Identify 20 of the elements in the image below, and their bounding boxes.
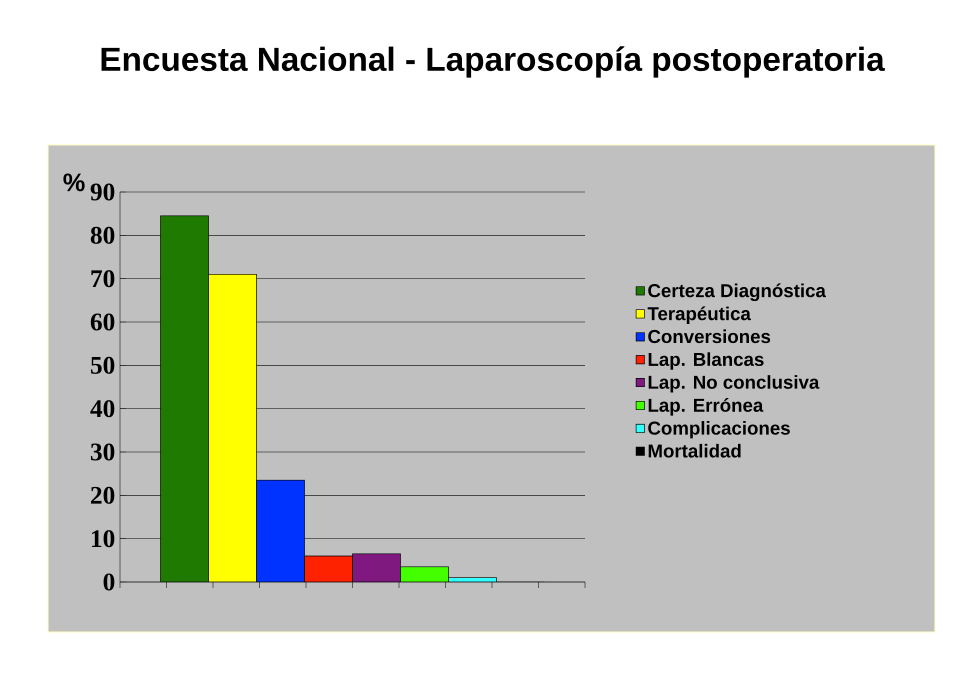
chart-title: Encuesta Nacional - Laparoscopía postoperatoria bbox=[102, 46, 885, 78]
y-tick-label: 90 bbox=[90, 183, 114, 201]
y-tick-label: 60 bbox=[90, 313, 114, 331]
y-tick-label: 0 bbox=[104, 573, 114, 591]
legend-label: Conversiones bbox=[648, 329, 770, 344]
legend-label: Mortalidad bbox=[648, 444, 741, 458]
y-tick-label: 80 bbox=[90, 226, 114, 244]
legend-label: Complicaciones bbox=[648, 421, 790, 438]
y-axis-title: % bbox=[63, 173, 85, 192]
legend-label: Lap. Errónea bbox=[648, 398, 764, 416]
legend-label: Lap. No conclusiva bbox=[648, 375, 820, 393]
y-tick-label: 70 bbox=[91, 270, 114, 288]
legend-label: Certeza Diagnóstica bbox=[648, 283, 826, 302]
y-tick-label: 30 bbox=[90, 443, 114, 461]
y-tick-label: 50 bbox=[90, 356, 114, 374]
y-tick-label: 20 bbox=[91, 486, 114, 504]
y-tick-label: 10 bbox=[92, 530, 114, 548]
legend-label: Lap. Blancas bbox=[648, 352, 764, 370]
legend-label: Terapéutica bbox=[648, 306, 751, 324]
y-tick-label: 40 bbox=[90, 400, 114, 418]
